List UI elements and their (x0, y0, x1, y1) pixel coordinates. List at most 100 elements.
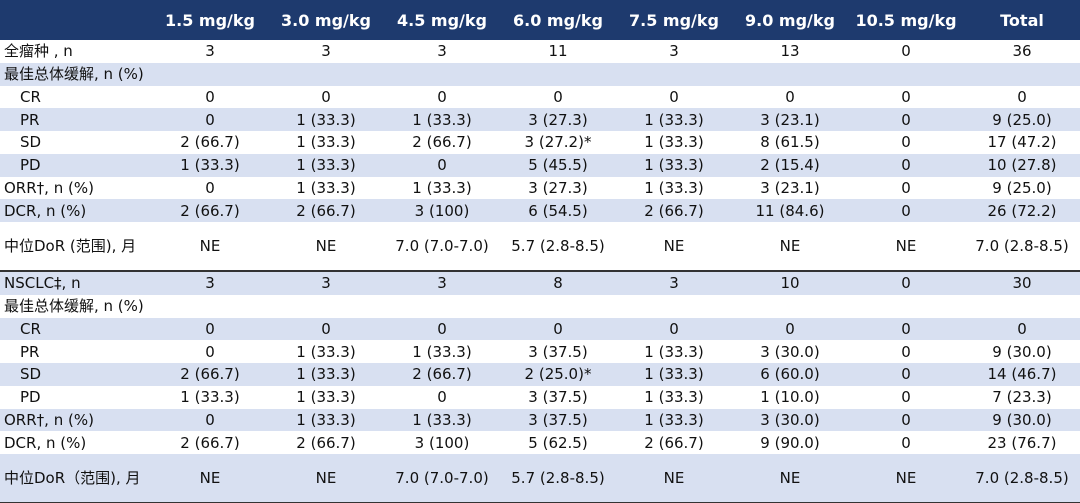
table-row: SD 2 (66.7) 1 (33.3) 2 (66.7) 2 (25.0)* 1 (33… (0, 363, 1080, 386)
cell: 1 (33.3) (268, 408, 384, 432)
cell: 2 (66.7) (152, 199, 268, 222)
cell: 3 (268, 270, 384, 295)
table-row: 全瘤种 , n 3 3 3 11 3 13 0 36 (0, 40, 1080, 63)
cell: 0 (848, 408, 964, 432)
cell: 0 (616, 317, 732, 341)
column-header: 4.5 mg/kg (384, 0, 500, 40)
cell: 7.0 (7.0-7.0) (384, 454, 500, 503)
table-row: PR 0 1 (33.3) 1 (33.3) 3 (27.3) 1 (33.3) 3 (23… (0, 108, 1080, 131)
table-row: CR 0 0 0 0 0 0 0 0 (0, 86, 1080, 109)
cell: NE (268, 454, 384, 503)
cell: NE (779, 237, 801, 255)
cell: 0 (901, 178, 911, 197)
cell: 17 (47.2) (987, 133, 1057, 152)
cell: 0 (901, 42, 911, 61)
cell: 3 (616, 270, 732, 295)
table-row: PD 1 (33.3) 1 (33.3) 0 3 (37.5) 1 (33.3) 1 (10… (0, 386, 1080, 409)
cell: 1 (33.3) (412, 178, 472, 197)
cell: 1 (33.3) (384, 108, 500, 131)
cell: 2 (66.7) (412, 133, 472, 152)
cell: 2 (66.7) (644, 433, 704, 452)
cell: 1 (33.3) (296, 342, 356, 361)
cell: 11 (84.6) (732, 199, 848, 222)
header-row: 1.5 mg/kg 3.0 mg/kg 4.5 mg/kg 6.0 mg/kg 7.5 … (0, 0, 1080, 40)
cell: 7.0 (7.0-7.0) (395, 237, 489, 255)
cell: 0 (268, 317, 384, 341)
row-label: 最佳总体缓解, n (%) (0, 62, 1080, 86)
cell: 3 (27.3) (528, 178, 588, 197)
cell: 1 (33.3) (296, 178, 356, 197)
cell: 9 (90.0) (760, 433, 820, 452)
column-header: 10.5 mg/kg (848, 0, 964, 40)
cell: NE (152, 454, 268, 503)
cell: NE (315, 237, 337, 255)
table-row: ORR†, n (%) 0 1 (33.3) 1 (33.3) 3 (37.5) 1 (3… (0, 408, 1080, 432)
column-header: 9.0 mg/kg (732, 0, 848, 40)
cell: 0 (901, 87, 911, 106)
cell: 1 (33.3) (268, 363, 384, 386)
table-row: SD 2 (66.7) 1 (33.3) 2 (66.7) 3 (27.2)* 1 (33… (0, 131, 1080, 154)
cell: 9 (25.0) (964, 108, 1080, 131)
column-header: 1.5 mg/kg (152, 0, 268, 40)
table-row: 最佳总体缓解, n (%) (0, 295, 1080, 318)
row-label: PD (20, 388, 41, 407)
cell: 3 (384, 270, 500, 295)
cell: 0 (848, 199, 964, 222)
cell: 7.0 (2.8-8.5) (964, 454, 1080, 503)
cell: 14 (46.7) (964, 363, 1080, 386)
cell: 1 (33.3) (616, 108, 732, 131)
cell: 3 (30.0) (732, 408, 848, 432)
cell: 0 (553, 87, 563, 106)
cell: 0 (848, 270, 964, 295)
cell: 1 (33.3) (616, 153, 732, 177)
table-row: CR 0 0 0 0 0 0 0 0 (0, 317, 1080, 341)
cell: 1 (33.3) (384, 408, 500, 432)
row-label: 中位DoR (范围), 月 (4, 237, 137, 255)
cell: 1 (33.3) (616, 408, 732, 432)
row-label: PD (0, 153, 152, 177)
cell: 0 (732, 317, 848, 341)
cell: 2 (66.7) (180, 133, 240, 152)
table-row: 中位DoR（范围), 月 NE NE 7.0 (7.0-7.0) 5.7 (2.8-8.… (0, 454, 1080, 503)
cell: 3 (23.1) (760, 178, 820, 197)
cell: 1 (33.3) (268, 108, 384, 131)
table-row: NSCLC‡, n 3 3 3 8 3 10 0 30 (0, 270, 1080, 295)
cell: 7.0 (2.8-8.5) (975, 237, 1069, 255)
cell: 6 (60.0) (732, 363, 848, 386)
row-label: SD (20, 133, 42, 152)
row-label: PR (20, 342, 40, 361)
cell: 26 (72.2) (964, 199, 1080, 222)
cell: 1 (10.0) (760, 388, 820, 407)
cell: 11 (548, 42, 568, 61)
cell: NE (199, 237, 221, 255)
row-label: ORR†, n (%) (0, 408, 152, 432)
table-row: ORR†, n (%) 0 1 (33.3) 1 (33.3) 3 (27.3) 1 (3… (0, 177, 1080, 200)
cell: 1 (33.3) (296, 133, 356, 152)
cell: 0 (848, 108, 964, 131)
cell: 0 (500, 317, 616, 341)
cell: 23 (76.7) (987, 433, 1057, 452)
cell: 0 (848, 153, 964, 177)
cell: 5.7 (2.8-8.5) (500, 454, 616, 503)
cell: 0 (901, 433, 911, 452)
cell: 1 (33.3) (644, 133, 704, 152)
cell: 0 (152, 408, 268, 432)
cell: 3 (437, 42, 447, 61)
cell: 1 (33.3) (644, 342, 704, 361)
cell: 5 (62.5) (528, 433, 588, 452)
cell: 1 (33.3) (412, 342, 472, 361)
cell: 1 (33.3) (268, 153, 384, 177)
row-label: 全瘤种 , n (4, 42, 73, 61)
row-label: SD (0, 363, 152, 386)
cell: 0 (437, 87, 447, 106)
cell: 6 (54.5) (500, 199, 616, 222)
cell: 8 (500, 270, 616, 295)
cell: 0 (964, 317, 1080, 341)
cell: 30 (964, 270, 1080, 295)
cell: 0 (321, 87, 331, 106)
corner-cell (0, 0, 152, 40)
cell: 1 (33.3) (296, 388, 356, 407)
cell: 3 (30.0) (760, 342, 820, 361)
cell: 3 (27.2)* (524, 133, 592, 152)
row-label: PR (0, 108, 152, 131)
